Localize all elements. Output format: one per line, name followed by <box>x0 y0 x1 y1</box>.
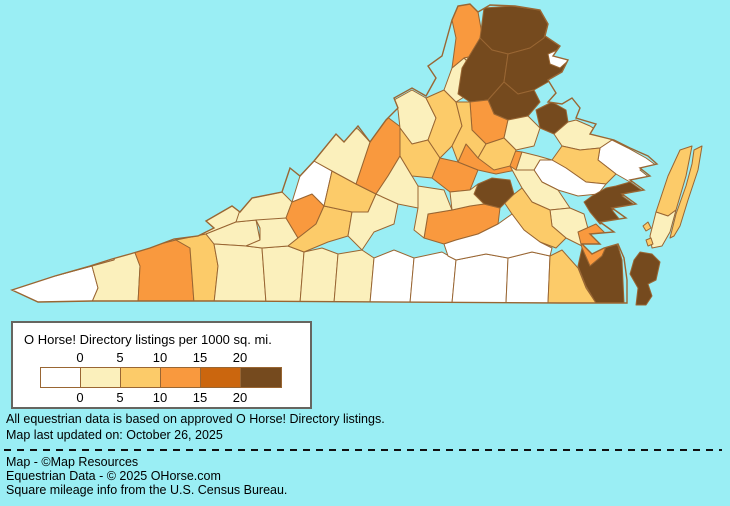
note-data-source: All equestrian data is based on approved… <box>6 412 385 426</box>
county-region <box>213 243 267 303</box>
county-region <box>94 209 151 247</box>
county-region <box>139 195 199 225</box>
county-region <box>413 185 453 239</box>
legend-swatch-2 <box>121 368 161 387</box>
county-region <box>443 213 553 261</box>
county-region <box>451 101 487 163</box>
island-region <box>669 145 703 239</box>
legend-color-ramp <box>40 367 282 388</box>
county-region <box>12 265 99 303</box>
state-outline <box>10 3 659 304</box>
island-region <box>649 209 677 249</box>
legend-tick-label: 15 <box>192 390 208 405</box>
county-region <box>505 251 551 303</box>
county-region <box>449 183 485 211</box>
county-region <box>299 247 339 303</box>
note-last-updated: Map last updated on: October 26, 2025 <box>6 428 223 442</box>
legend-tick-label: 5 <box>116 390 124 405</box>
dashed-divider <box>4 449 722 451</box>
credit-square-mileage: Square mileage info from the U.S. Census… <box>6 483 288 497</box>
virginia-county-map <box>10 3 703 306</box>
island-layer <box>629 145 703 306</box>
county-region <box>503 187 567 249</box>
legend-ticks-bottom: 0 5 10 15 20 <box>13 390 310 405</box>
legend-tick-label: 20 <box>232 350 248 365</box>
legend-tick-label: 0 <box>76 390 84 405</box>
legend-swatch-4 <box>201 368 241 387</box>
county-region <box>261 245 305 303</box>
legend-tick-label: 5 <box>116 350 124 365</box>
county-region <box>369 249 415 303</box>
legend-ticks-top: 0 5 10 15 20 <box>13 350 310 365</box>
county-region <box>515 151 553 171</box>
legend-tick-label: 15 <box>192 350 208 365</box>
island-region <box>645 237 654 247</box>
island-region <box>629 251 661 306</box>
county-region <box>91 245 141 303</box>
county-region <box>409 251 457 303</box>
county-region <box>451 253 509 303</box>
legend-swatch-0 <box>41 368 81 387</box>
legend-title: O Horse! Directory listings per 1000 sq.… <box>24 332 272 347</box>
credit-map-source: Map - ©Map Resources <box>6 455 139 469</box>
county-region <box>333 249 375 303</box>
county-region <box>577 237 625 303</box>
legend-swatch-3 <box>161 368 201 387</box>
legend-tick-label: 0 <box>76 350 84 365</box>
legend-tick-label: 10 <box>152 390 168 405</box>
legend-tick-label: 10 <box>152 350 168 365</box>
legend-swatch-5 <box>241 368 281 387</box>
island-region <box>642 221 652 232</box>
legend: O Horse! Directory listings per 1000 sq.… <box>11 321 312 409</box>
county-layer <box>12 4 657 303</box>
credit-equestrian-data: Equestrian Data - © 2025 OHorse.com <box>6 469 221 483</box>
legend-tick-label: 20 <box>232 390 248 405</box>
legend-swatch-1 <box>81 368 121 387</box>
